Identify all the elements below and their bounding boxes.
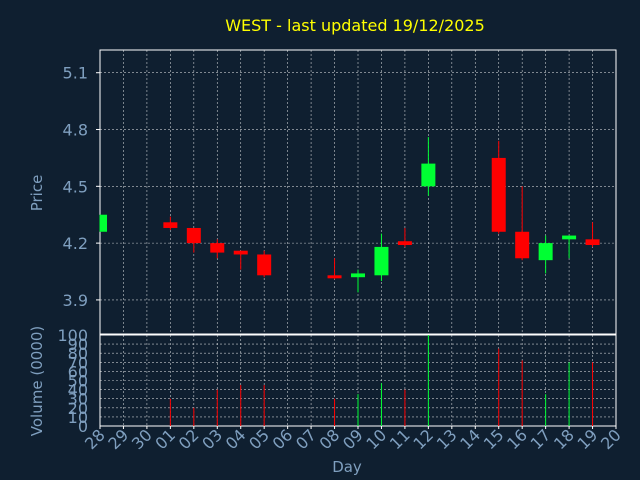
volume-tick-label: 70	[68, 353, 88, 372]
volume-tick-label: 10	[68, 408, 88, 427]
volume-tick-label: 60	[68, 362, 88, 381]
volume-tick-label: 40	[68, 381, 88, 400]
candle-body	[163, 222, 178, 228]
x-axis-label: Day	[332, 458, 362, 476]
candle-body	[327, 275, 342, 279]
price-panel-frame	[99, 49, 617, 335]
price-panel: 5.1 4.8 4.5 4.2 3.9	[63, 49, 617, 335]
volume-tick-label: 50	[68, 372, 88, 391]
price-tick-label: 3.9	[63, 291, 88, 310]
price-axis-label: Price	[28, 175, 46, 212]
candle-body	[257, 254, 272, 276]
candle-body	[233, 250, 248, 255]
candle-body	[585, 239, 600, 246]
candle-body	[397, 241, 412, 246]
chart-title: WEST - last updated 19/12/2025	[225, 16, 485, 35]
volume-tick-label: 20	[68, 399, 88, 418]
volume-tick-label: 100	[57, 326, 88, 345]
candle-body	[515, 231, 530, 259]
volume-panel: 1009080706050403020100282930010203040506…	[57, 326, 624, 453]
candle-body	[351, 273, 365, 278]
candle-body	[421, 163, 436, 187]
candle-body	[538, 243, 553, 261]
price-tick-label: 4.8	[63, 121, 88, 140]
candle-body	[210, 243, 225, 253]
candle-body	[491, 157, 506, 232]
candle-body	[562, 235, 577, 240]
volume-tick-label: 0	[78, 417, 88, 436]
volume-axis-label: Volume (0000)	[28, 326, 46, 436]
volume-tick-label: 90	[68, 335, 88, 354]
candle-body	[374, 246, 389, 276]
price-tick-label: 5.1	[63, 64, 88, 83]
candle-body	[100, 214, 107, 232]
volume-tick-label: 30	[68, 390, 88, 409]
candle-body	[186, 227, 201, 244]
volume-tick-label: 80	[68, 344, 88, 363]
price-tick-label: 4.5	[63, 177, 88, 196]
price-tick-label: 4.2	[63, 234, 88, 253]
x-tick-label: 20	[597, 425, 625, 453]
